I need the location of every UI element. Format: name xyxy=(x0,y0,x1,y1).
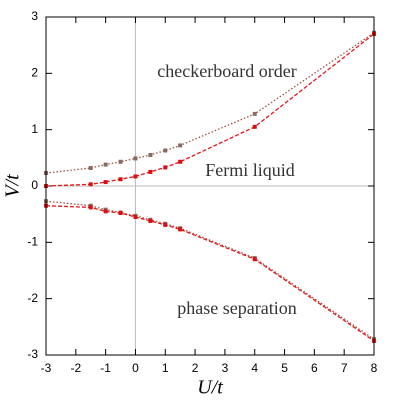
y-tick-label: 0 xyxy=(31,178,38,192)
x-tick-label: 5 xyxy=(281,361,288,375)
y-tick-label: 1 xyxy=(31,122,38,136)
x-tick-label: 6 xyxy=(311,361,318,375)
x-tick-label: -3 xyxy=(41,361,52,375)
point xyxy=(88,182,93,187)
series-line xyxy=(45,32,375,174)
point xyxy=(163,222,168,227)
x-tick-label: 3 xyxy=(222,361,229,375)
point xyxy=(252,124,257,129)
point xyxy=(178,227,183,232)
series-line xyxy=(45,200,375,340)
x-tick-label: 1 xyxy=(162,361,169,375)
point xyxy=(148,169,153,174)
y-tick-label: 3 xyxy=(31,9,38,23)
point xyxy=(88,205,93,210)
y-tick-label: -3 xyxy=(27,347,38,361)
x-tick-label: 8 xyxy=(371,361,378,375)
point xyxy=(148,218,153,223)
point xyxy=(178,159,183,164)
point xyxy=(103,209,108,214)
point xyxy=(118,211,123,216)
point xyxy=(163,148,168,153)
x-axis-label: U/t xyxy=(197,377,223,399)
y-tick-label: -1 xyxy=(27,235,38,249)
x-tick-label: 0 xyxy=(132,361,139,375)
plot-frame xyxy=(45,16,375,356)
point xyxy=(118,159,123,164)
annotation: Fermi liquid xyxy=(205,160,295,180)
point xyxy=(133,174,138,179)
point xyxy=(103,162,108,167)
x-tick-label: -2 xyxy=(70,361,81,375)
point xyxy=(133,156,138,161)
point xyxy=(252,257,257,262)
point xyxy=(118,177,123,182)
y-tick-label: 2 xyxy=(31,66,38,80)
point xyxy=(133,214,138,219)
series-line xyxy=(45,205,375,342)
y-tick-label: -2 xyxy=(27,291,38,305)
x-tick-label: 2 xyxy=(192,361,199,375)
y-axis-label: V/t xyxy=(2,174,24,198)
series-line xyxy=(45,33,375,187)
point xyxy=(163,165,168,170)
x-tick-label: 7 xyxy=(341,361,348,375)
annotation: phase separation xyxy=(177,298,296,318)
point xyxy=(103,180,108,185)
point xyxy=(88,165,93,170)
point xyxy=(148,153,153,158)
x-tick-label: -1 xyxy=(100,361,111,375)
x-tick-label: 4 xyxy=(251,361,258,375)
point xyxy=(252,111,257,116)
point xyxy=(178,143,183,148)
annotation: checkerboard order xyxy=(157,61,296,81)
